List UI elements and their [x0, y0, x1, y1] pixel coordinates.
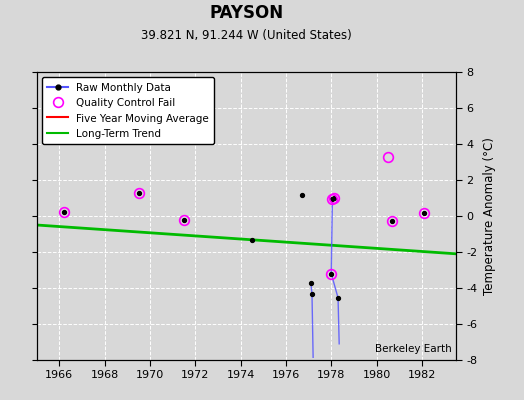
- Y-axis label: Temperature Anomaly (°C): Temperature Anomaly (°C): [483, 137, 496, 295]
- Text: PAYSON: PAYSON: [209, 4, 283, 22]
- Legend: Raw Monthly Data, Quality Control Fail, Five Year Moving Average, Long-Term Tren: Raw Monthly Data, Quality Control Fail, …: [42, 77, 214, 144]
- Text: 39.821 N, 91.244 W (United States): 39.821 N, 91.244 W (United States): [141, 29, 352, 42]
- Text: Berkeley Earth: Berkeley Earth: [375, 344, 452, 354]
